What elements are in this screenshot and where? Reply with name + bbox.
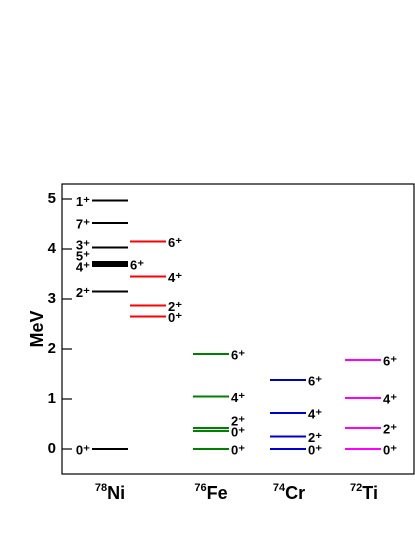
level-label: 7⁺ [76,216,90,231]
level-label: 0⁺ [308,442,322,457]
level-label: 5⁺ [76,248,90,263]
y-tick-label: 0 [48,440,56,457]
level-label: 4⁺ [231,390,245,405]
level-label: 2⁺ [76,285,90,300]
y-axis-label: MeV [27,310,47,347]
level-label: 0⁺ [231,424,245,439]
nucleus-label: 74Cr [273,482,305,503]
level-label: 6⁺ [383,353,397,368]
level-label: 2⁺ [308,430,322,445]
y-tick-label: 2 [48,340,56,357]
level-label: 0⁺ [168,310,182,325]
mass-number: 72 [350,482,362,494]
level-label: 6⁺ [308,373,322,388]
level-label: 2⁺ [383,421,397,436]
element: Ti [362,483,378,503]
level-label: 0⁺ [76,442,90,457]
mass-number: 78 [95,482,107,494]
mass-number: 76 [194,482,206,494]
nucleus-label: 76Fe [194,482,227,503]
element: Ni [107,483,125,503]
level-label: 1⁺ [76,194,90,209]
plot-frame [61,183,415,475]
level-label: 4⁺ [308,406,322,421]
level-label: 4⁺ [168,270,182,285]
y-tick-label: 5 [48,190,56,207]
y-tick-label: 3 [48,290,56,307]
level-label: 2⁺ [168,299,182,314]
y-tick-label: 4 [48,240,57,257]
level-label: 6⁺ [231,347,245,362]
level-label: 0⁺ [231,442,245,457]
level-label: 3⁺ [76,237,90,252]
nucleus-label: 78Ni [95,482,125,503]
y-tick-label: 1 [48,390,56,407]
level-label: 6⁺ [130,257,144,272]
level-label: 2⁺ [231,413,245,428]
level-label: 4⁺ [383,391,397,406]
mass-number: 74 [273,482,286,494]
level-label: 4⁺ [76,259,90,274]
element: Fe [207,483,228,503]
level-label: 6⁺ [168,235,182,250]
element: Cr [285,483,305,503]
level-label: 0⁺ [383,442,397,457]
nucleus-label: 72Ti [350,482,378,503]
